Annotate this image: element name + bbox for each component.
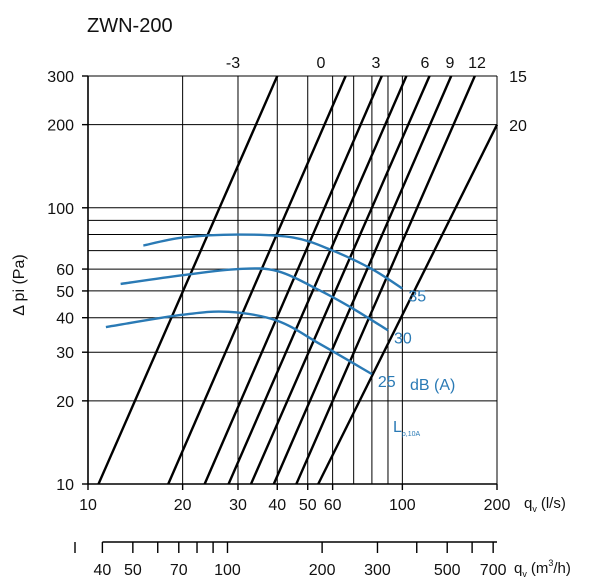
x-tick-label: 60 — [324, 497, 342, 514]
x2-tick-label: 500 — [434, 562, 461, 578]
y-tick-label: 60 — [56, 262, 74, 279]
lp10a-main: L — [393, 419, 402, 436]
y-tick-label: 50 — [56, 284, 74, 301]
y-tick-label: 10 — [56, 477, 74, 494]
x-tick-label: 30 — [229, 497, 247, 514]
setting-line-6 — [227, 75, 408, 485]
lp10a-annotation: Lp,10A — [393, 419, 421, 438]
chart-title: ZWN-200 — [87, 15, 173, 37]
x2-axis-label-sub: v — [522, 569, 527, 578]
y-tick-label: 100 — [47, 201, 74, 218]
setting-line-15 — [295, 75, 476, 485]
x-tick-label: 200 — [484, 497, 511, 514]
setting-line-12 — [272, 75, 453, 485]
y-tick-label: 20 — [56, 394, 74, 411]
x-tick-label: 50 — [299, 497, 317, 514]
setting-label-12: 12 — [468, 55, 486, 72]
x2-axis-label-unit-end: /h) — [553, 560, 571, 577]
setting-line-3 — [203, 75, 383, 485]
y-tick-label: 30 — [56, 345, 74, 362]
y-tick-label: 300 — [47, 69, 74, 86]
x2-tick-label: 50 — [124, 562, 142, 578]
setting-label-0: 0 — [317, 55, 326, 72]
setting-label--3: -3 — [226, 55, 240, 72]
y-tick-label: 40 — [56, 311, 74, 328]
x2-tick-label: 100 — [214, 562, 241, 578]
x-tick-label: 10 — [79, 497, 97, 514]
y-tick-label: 200 — [47, 118, 74, 135]
x-tick-label: 20 — [174, 497, 192, 514]
x2-tick-label: 300 — [364, 562, 391, 578]
db-curve-label-35: 35 — [408, 289, 426, 306]
setting-label-6: 6 — [421, 55, 430, 72]
x-tick-label: 40 — [268, 497, 286, 514]
x2-axis-label-sup: 3 — [548, 558, 553, 568]
db-curve-label-25: 25 — [378, 374, 396, 391]
x-axis-label-sub: v — [532, 504, 537, 514]
x2-tick-label: 200 — [309, 562, 336, 578]
x2-axis-label-q: q — [514, 560, 522, 577]
setting-label-20: 20 — [509, 118, 527, 135]
y-axis-label: Δ pi (Pa) — [11, 254, 28, 315]
x2-tick-label: 700 — [480, 562, 507, 578]
x2-tick-label: 70 — [170, 562, 188, 578]
setting-label-15: 15 — [509, 69, 527, 86]
x2-axis-label-unit: (m — [531, 560, 549, 577]
x-axis-label-q: q — [524, 495, 532, 512]
db-curve-35 — [143, 233, 404, 290]
x2-axis-label: qv (m3/h) — [514, 558, 571, 578]
db-curve-30 — [120, 267, 389, 332]
setting-label-3: 3 — [372, 55, 381, 72]
setting-line-0 — [167, 75, 347, 485]
db-curve-label-30: 30 — [394, 330, 412, 347]
x2-tick-label: 40 — [93, 562, 111, 578]
setting-line-20 — [317, 124, 499, 485]
db-unit-label: dB (A) — [410, 377, 455, 394]
setting-label-9: 9 — [446, 55, 455, 72]
setting-line-9 — [249, 75, 431, 485]
x-tick-label: 100 — [389, 497, 416, 514]
setting-line--3 — [97, 75, 279, 485]
x-axis-label: qv (l/s) — [524, 495, 566, 514]
x-axis-label-unit: (l/s) — [541, 495, 566, 512]
lp10a-sub: p,10A — [402, 431, 421, 438]
db-curve-25 — [105, 310, 373, 376]
